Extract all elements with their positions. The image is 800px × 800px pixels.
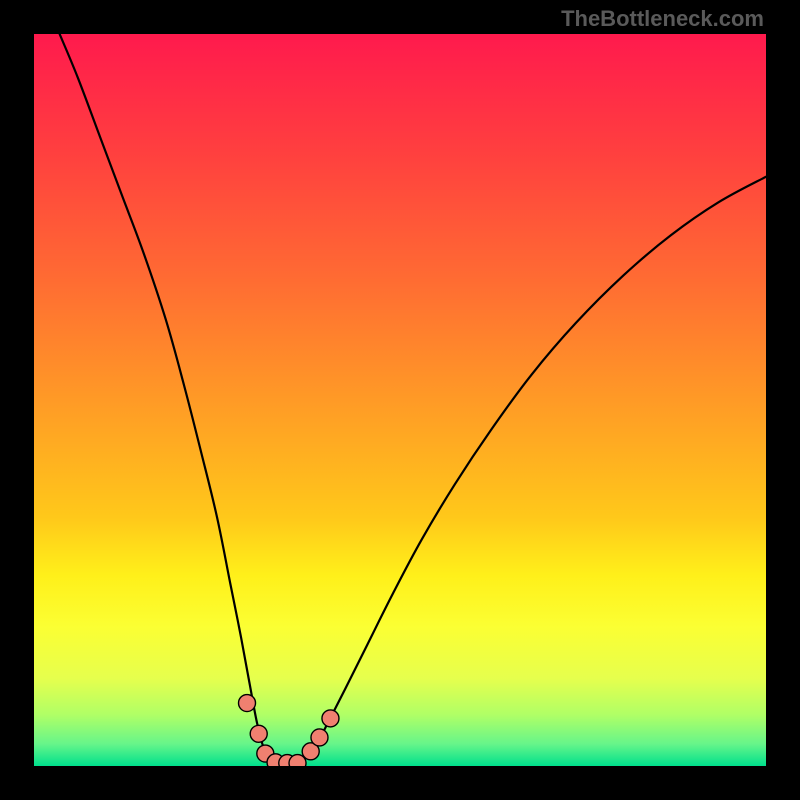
curve-marker — [239, 695, 256, 712]
figure-frame: TheBottleneck.com — [0, 0, 800, 800]
curve-layer — [34, 34, 766, 766]
watermark-text: TheBottleneck.com — [561, 6, 764, 32]
curve-marker — [279, 755, 296, 766]
curve-marker — [250, 725, 267, 742]
curve-marker — [311, 729, 328, 746]
curve-marker — [289, 755, 306, 766]
curve-marker — [302, 743, 319, 760]
curve-marker — [322, 710, 339, 727]
curve-marker — [267, 754, 284, 766]
curve-marker — [257, 745, 274, 762]
plot-area — [34, 34, 766, 766]
